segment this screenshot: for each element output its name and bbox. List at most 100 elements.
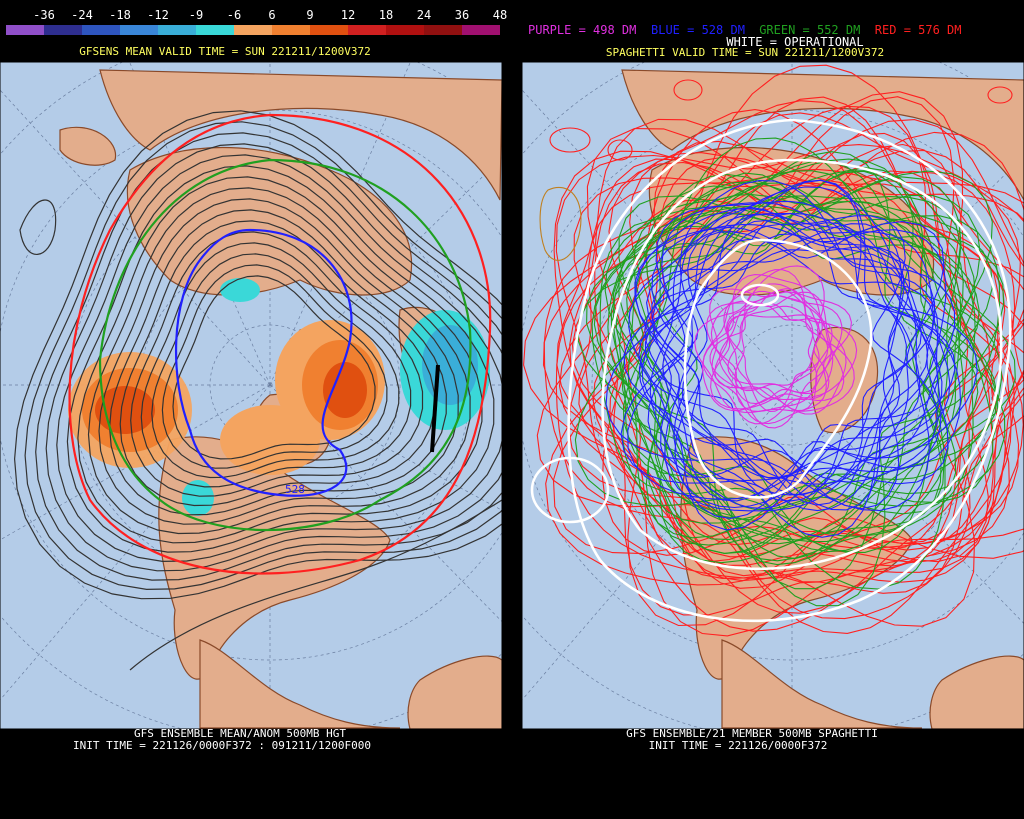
spaghetti-member-528 [638,223,903,510]
spaghetti-operational [530,118,1012,623]
right-map-frame [521,61,1024,730]
spaghetti-member-498 [709,290,829,412]
spaghetti-member-552 [607,200,980,566]
spaghetti-member-576 [594,161,1016,579]
colorbar-swatch [462,25,500,35]
height-contour [13,110,502,600]
height-contour [161,264,388,469]
spaghetti-member-498 [727,305,818,393]
spaghetti-member-528 [677,212,921,480]
height-contour [45,143,502,572]
colorbar-swatch [424,25,462,35]
right-operational-label: WHITE = OPERATIONAL [726,35,863,49]
spaghetti-member-552 [604,194,981,553]
spaghetti-member-528 [605,186,930,512]
colorbar-swatch [6,25,44,35]
height-contour [24,121,502,591]
height-contour [56,154,502,563]
spaghetti-member-498 [694,265,855,414]
left-footer-line1: GFS ENSEMBLE MEAN/ANOM 500MB HGT [134,727,346,740]
colorbar-label: 36 [455,8,469,22]
right-map [522,62,1024,729]
left-map-frame [0,61,503,730]
spaghetti-outliers [539,79,1013,261]
spaghetti-member-528 [651,219,939,502]
spaghetti-member-528 [651,223,943,509]
colorbar-label: 18 [379,8,393,22]
colorbar-label: 48 [493,8,507,22]
spaghetti-member-528 [662,213,956,502]
right-valid-time: SPAGHETTI VALID TIME = SUN 221211/1200V3… [606,46,884,59]
legend-entry: BLUE = 528 DM [651,23,745,37]
spaghetti-purple [694,265,858,429]
left-map: 528 [0,62,502,729]
spaghetti-member-552 [626,181,998,546]
legend-entry: GREEN = 552 DM [759,23,860,37]
height-contour [108,209,447,516]
spaghetti-member-552 [599,167,976,562]
colorbar-label: 24 [417,8,431,22]
colorbar-swatch [120,25,158,35]
right-footer-line2: INIT TIME = 221126/0000F372 [649,739,828,752]
spaghetti-member-576 [543,112,1021,634]
height-contour [119,220,436,507]
height-contour [130,231,424,497]
spaghetti-member-528 [681,231,935,479]
colorbar-swatch [82,25,120,35]
colorbar-label: -18 [109,8,131,22]
height-contour [129,499,502,671]
spaghetti-member-576 [542,96,994,577]
colorbar-swatch [272,25,310,35]
legend-entry: PURPLE = 498 DM [528,23,636,37]
height-contour [35,132,502,581]
legend-entry: RED = 576 DM [875,23,962,37]
colorbar-label: 12 [341,8,355,22]
spaghetti-member-528 [635,208,951,512]
left-footer-line2: INIT TIME = 221126/0000F372 : 091211/120… [73,739,371,752]
height-contour [66,165,495,553]
spaghetti-member-498 [710,291,832,412]
colorbar-swatch [310,25,348,35]
spaghetti-member-498 [734,302,820,392]
colorbar-label: -9 [189,8,203,22]
height-contour [98,198,459,525]
colorbar-swatch [348,25,386,35]
left-valid-time: GFSENS MEAN VALID TIME = SUN 221211/1200… [79,45,370,58]
colorbar-swatch [386,25,424,35]
colorbar-label: 6 [268,8,275,22]
colorbar-swatch [196,25,234,35]
left-trough-axis [430,364,440,453]
colorbar-label: 9 [306,8,313,22]
spaghetti-member-528 [623,213,929,511]
spaghetti-member-552 [618,205,964,541]
spaghetti-member-528 [651,215,938,483]
height-contour [172,275,376,460]
contour-label-528: 528 [285,483,305,496]
colorbar-label: -6 [227,8,241,22]
colorbar-label: -12 [147,8,169,22]
spaghetti-member-552 [591,170,993,590]
height-contour [77,176,483,544]
height-contour [151,253,400,479]
left-contours [13,110,502,671]
spaghetti-legend: PURPLE = 498 DM BLUE = 528 DM GREEN = 552 … [528,23,962,37]
height-contour [19,199,57,255]
colorbar-label: -24 [71,8,93,22]
colorbar-swatch [44,25,82,35]
colorbar-swatch [158,25,196,35]
spaghetti-member-528 [646,246,911,496]
spaghetti-member-552 [627,170,957,515]
colorbar: -36 -24 -18 -12 -9 -6 6 9 12 18 24 36 48 [6,8,507,35]
spaghetti-member-528 [647,202,956,509]
colorbar-label: -36 [33,8,55,22]
spaghetti-member-498 [701,274,847,415]
spaghetti-member-528 [638,222,907,485]
spaghetti-member-552 [574,137,976,537]
left-colored-contours [68,113,492,575]
spaghetti-member-528 [644,236,922,496]
spaghetti-member-528 [649,179,962,519]
height-contour [140,242,412,488]
spaghetti-member-576 [578,132,989,563]
colorbar-swatch [234,25,272,35]
